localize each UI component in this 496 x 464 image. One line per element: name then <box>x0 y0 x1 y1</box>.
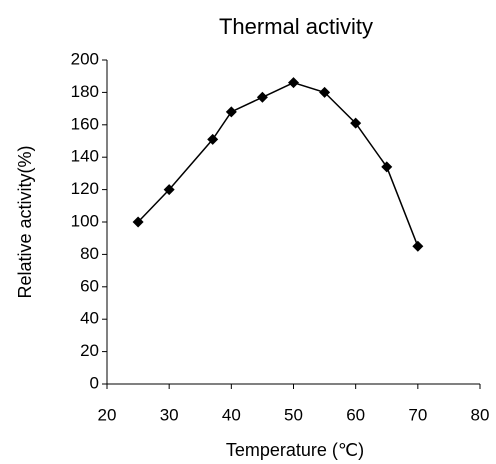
x-tick-label: 50 <box>284 405 303 424</box>
marker <box>412 240 424 252</box>
marker <box>207 133 219 145</box>
chart-title: Thermal activity <box>219 14 373 39</box>
x-axis-title: Temperature (℃) <box>226 440 364 460</box>
y-tick-label: 160 <box>71 114 99 133</box>
marker <box>381 161 393 173</box>
marker <box>350 117 362 129</box>
x-tick-label: 80 <box>471 405 490 424</box>
x-tick-label: 40 <box>222 405 241 424</box>
x-tick-label: 60 <box>346 405 365 424</box>
y-tick-label: 120 <box>71 179 99 198</box>
y-tick-label: 40 <box>80 309 99 328</box>
y-tick-label: 80 <box>80 244 99 263</box>
y-axis-title: Relative activity(%) <box>15 145 35 298</box>
marker <box>163 184 175 196</box>
y-tick-label: 140 <box>71 147 99 166</box>
marker <box>256 91 268 103</box>
marker <box>288 77 299 89</box>
marker <box>132 216 144 228</box>
line <box>137 81 419 247</box>
y-tick-label: 60 <box>80 276 99 295</box>
marker <box>319 86 331 98</box>
y-tick-label: 200 <box>71 49 99 68</box>
x-tick-label: 20 <box>98 405 117 424</box>
x-tick-label: 70 <box>408 405 427 424</box>
marker <box>225 106 237 118</box>
x-tick-label: 30 <box>160 405 179 424</box>
y-tick-label: 20 <box>80 341 99 360</box>
y-tick-label: 100 <box>71 211 99 230</box>
y-tick-label: 180 <box>71 82 99 101</box>
y-tick-label: 0 <box>90 373 99 392</box>
